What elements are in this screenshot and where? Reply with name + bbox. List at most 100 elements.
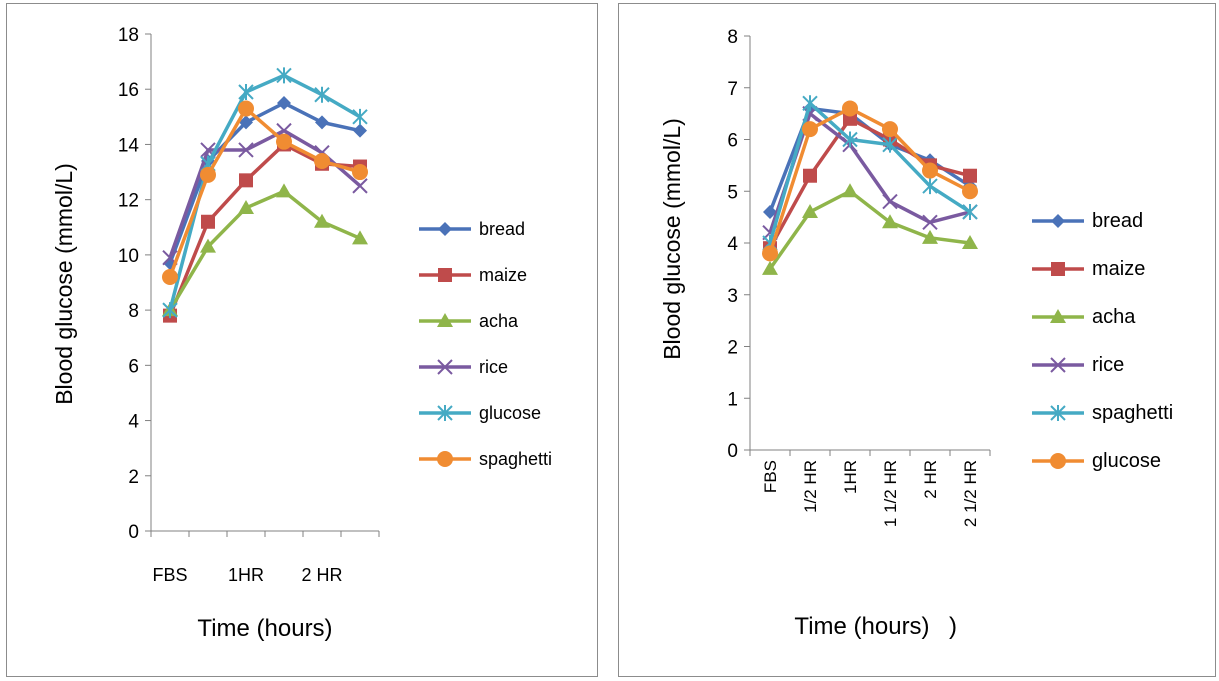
series-line-spaghetti xyxy=(168,106,361,278)
data-point-glucose xyxy=(882,121,898,138)
series-glucose xyxy=(762,100,978,262)
data-point-rice xyxy=(238,142,254,158)
y-axis-title: Blood glucose (mmol/L) xyxy=(659,118,685,360)
x-tick-label: 1/2 HR xyxy=(801,460,820,513)
data-point-spaghetti xyxy=(962,203,978,220)
y-tick-label: 0 xyxy=(727,441,738,462)
x-tick-label: 2 HR xyxy=(301,565,342,585)
series-rice xyxy=(162,122,368,266)
y-tick-label: 2 xyxy=(727,338,738,359)
x-axis-title: Time (hours) xyxy=(794,613,929,640)
legend-label: acha xyxy=(1092,306,1136,328)
y-tick-label: 4 xyxy=(727,234,738,255)
legend-entry-rice: rice xyxy=(1032,354,1124,376)
series-bread xyxy=(163,96,367,271)
legend-marker xyxy=(1051,214,1065,228)
legend-entry-bread: bread xyxy=(1032,210,1143,232)
data-point-glucose xyxy=(276,67,292,84)
y-tick-label: 18 xyxy=(118,25,139,46)
data-point-maize xyxy=(239,173,253,188)
data-point-acha xyxy=(276,183,292,198)
y-tick-label: 6 xyxy=(727,131,738,152)
data-point-spaghetti xyxy=(922,178,938,195)
data-point-acha xyxy=(842,183,858,198)
series-line-maize xyxy=(168,142,361,317)
legend-label: spaghetti xyxy=(1092,402,1173,424)
legend-marker xyxy=(437,313,453,327)
right-chart-panel: 0 1 2 3 4 5 6 7 8 FBS 1/2 HR 1HR 1 1/2 HR 2 HR 2 1/2 H… xyxy=(618,3,1216,677)
y-tick-label: 16 xyxy=(118,80,139,101)
data-point-bread xyxy=(315,115,329,130)
series-line-glucose xyxy=(168,73,361,311)
y-tick-label: 6 xyxy=(128,356,139,377)
data-point-glucose xyxy=(842,100,858,117)
legend-label: maize xyxy=(479,265,527,285)
series-spaghetti xyxy=(762,95,978,251)
data-point-maize xyxy=(963,168,977,183)
left-chart-panel: 0 2 4 6 8 10 12 14 16 18 FBS 1HR 2 HR Time (hours) Blo… xyxy=(6,3,598,677)
data-point-bread xyxy=(239,115,253,130)
legend-label: spaghetti xyxy=(479,449,552,469)
legend-marker xyxy=(1050,405,1066,421)
legend-marker xyxy=(437,451,453,467)
y-tick-label: 4 xyxy=(128,412,139,433)
series-line-acha xyxy=(768,189,971,270)
data-point-bread xyxy=(277,96,291,111)
data-point-glucose xyxy=(762,245,778,262)
x-tick-label: 2 HR xyxy=(921,460,940,499)
data-point-rice xyxy=(882,193,898,210)
legend-entry-rice: rice xyxy=(419,357,508,377)
legend-entry-glucose: glucose xyxy=(419,403,541,423)
series-acha xyxy=(762,183,978,275)
y-tick-label: 12 xyxy=(118,191,139,212)
y-tick-label: 2 xyxy=(128,467,139,488)
right-line-chart: 0 1 2 3 4 5 6 7 8 FBS 1/2 HR 1HR 1 1/2 HR 2 HR 2 1/2 H… xyxy=(659,27,1173,640)
data-point-acha xyxy=(882,214,898,229)
y-axis-title: Blood glucose (mmol/L) xyxy=(51,163,77,405)
data-point-spaghetti xyxy=(352,164,368,181)
data-point-acha xyxy=(762,260,778,275)
legend-label: glucose xyxy=(1092,450,1161,472)
data-point-spaghetti xyxy=(162,268,178,285)
data-point-acha xyxy=(314,213,330,228)
data-point-spaghetti xyxy=(276,133,292,150)
legend-entry-acha: acha xyxy=(1032,306,1136,328)
y-tick-label: 8 xyxy=(128,301,139,322)
legend-marker xyxy=(437,359,453,375)
legend-label: rice xyxy=(1092,354,1124,376)
legend-entry-bread: bread xyxy=(419,219,525,239)
data-point-maize xyxy=(201,214,215,229)
legend-entry-acha: acha xyxy=(419,311,519,331)
data-point-glucose xyxy=(802,121,818,138)
legend-label: rice xyxy=(479,357,508,377)
x-tick-label: FBS xyxy=(152,565,187,585)
legend-entry-maize: maize xyxy=(1032,258,1145,280)
data-point-acha xyxy=(802,203,818,218)
x-tick-label: 1HR xyxy=(228,565,264,585)
data-point-spaghetti xyxy=(882,136,898,153)
data-point-acha xyxy=(238,199,254,214)
data-point-spaghetti xyxy=(238,100,254,117)
data-point-glucose xyxy=(162,302,178,319)
data-point-acha xyxy=(352,230,368,245)
y-tick-label: 0 xyxy=(128,522,139,543)
data-point-acha xyxy=(962,235,978,249)
x-axis-title: Time (hours) xyxy=(197,615,332,642)
left-line-chart: 0 2 4 6 8 10 12 14 16 18 FBS 1HR 2 HR Time (hours) Blo… xyxy=(51,25,552,642)
data-point-bread xyxy=(763,204,777,219)
legend-marker xyxy=(437,405,453,421)
series-spaghetti xyxy=(162,100,368,285)
y-tick-label: 1 xyxy=(727,389,738,410)
legend-label: bread xyxy=(1092,210,1143,232)
legend-entry-spaghetti: spaghetti xyxy=(419,449,552,469)
data-point-spaghetti xyxy=(314,153,330,170)
legend-marker xyxy=(1050,453,1066,469)
data-point-glucose xyxy=(238,83,254,100)
legend-marker xyxy=(438,222,452,236)
x-axis-title-paren: ) xyxy=(949,613,957,640)
data-point-spaghetti xyxy=(200,166,216,183)
data-point-rice xyxy=(352,178,368,194)
legend-entry-glucose: glucose xyxy=(1032,450,1161,472)
legend-label: bread xyxy=(479,219,525,239)
y-tick-label: 7 xyxy=(727,79,738,100)
